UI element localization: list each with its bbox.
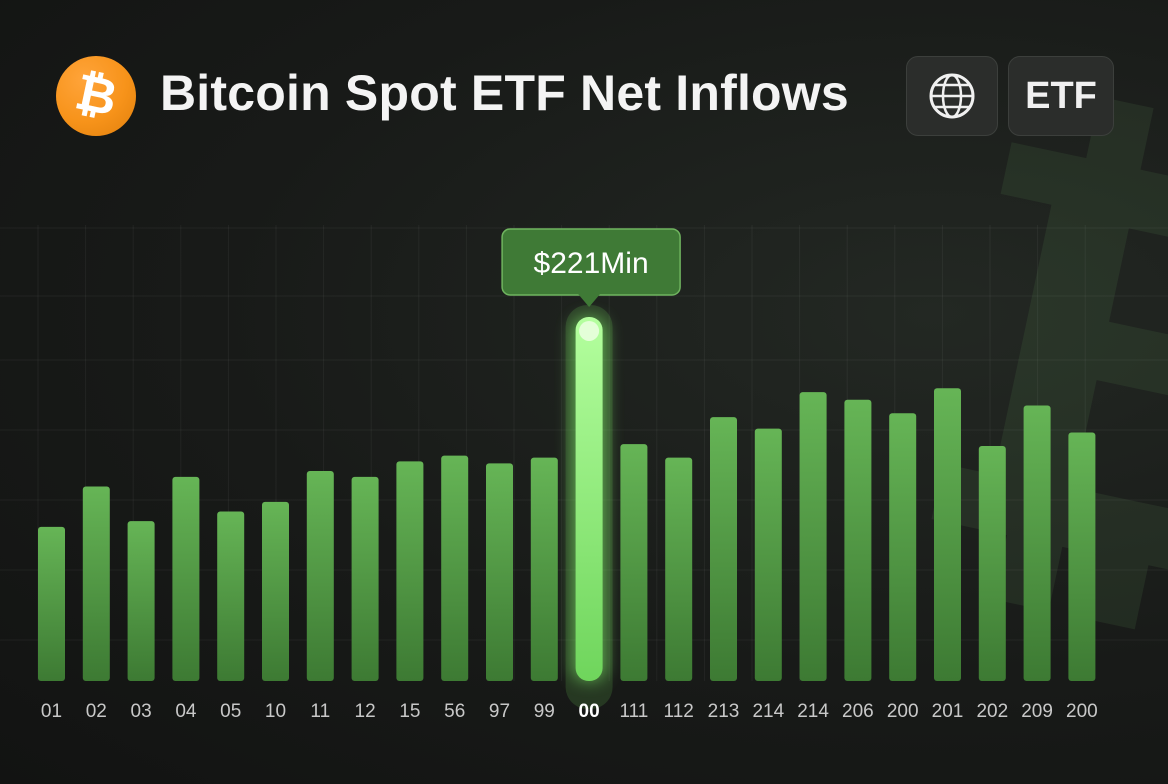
x-tick-label: 05 [220,701,241,722]
bar[interactable] [396,461,424,681]
x-axis-ticks: 01 02 03 04 05 10 11 12 15 56 97 99 00 111 112 213 214 21… [41,701,1098,722]
x-tick-label: 03 [131,701,152,722]
bar[interactable] [82,486,110,681]
x-tick-label: 01 [41,701,62,722]
x-tick-label: 99 [534,701,555,722]
x-tick-label: 111 [619,701,648,722]
x-tick-label: 214 [752,701,784,722]
bar[interactable] [710,417,737,681]
x-tick-label: 200 [1066,701,1098,722]
highlight-point [579,320,600,341]
chart-header: ₿ Bitcoin Spot ETF Net Inflows ETF [54,54,1114,136]
bar[interactable] [530,457,558,681]
bar[interactable] [306,471,334,681]
x-tick-label: 201 [932,701,964,722]
bar[interactable] [262,501,289,681]
x-tick-label: 200 [887,701,919,722]
x-tick-label: 112 [664,701,694,722]
x-tick-label: 02 [86,701,107,722]
bar[interactable] [978,446,1006,681]
bar[interactable] [799,392,827,681]
bar[interactable] [754,428,782,681]
bar[interactable] [217,511,245,681]
page-title: Bitcoin Spot ETF Net Inflows [160,65,849,121]
x-tick-label: 11 [310,701,330,722]
bar[interactable] [1023,405,1051,681]
globe-icon [929,73,975,119]
bar[interactable] [889,413,917,681]
bar[interactable] [486,463,513,681]
bar[interactable] [351,476,379,681]
x-tick-label: 97 [489,701,510,722]
x-tick-label: 56 [444,701,465,722]
x-tick-label: 12 [355,701,376,722]
bar[interactable] [38,526,65,681]
bar[interactable] [1068,432,1096,681]
bar[interactable] [127,521,155,681]
x-tick-label: 209 [1021,701,1053,722]
x-tick-label: 15 [399,701,420,722]
x-tick-label: 202 [976,701,1008,722]
chart-bars [38,304,1096,709]
bar[interactable] [844,399,872,681]
globe-button[interactable] [906,56,998,136]
x-tick-label: 00 [579,701,600,722]
tooltip-value-label: $221Min [534,247,649,280]
bar[interactable] [620,444,648,681]
highlight-tooltip: $221Min [501,228,681,307]
bitcoin-logo-icon: ₿ [56,56,136,136]
etf-button[interactable]: ETF [1008,56,1114,136]
x-tick-label: 10 [265,701,286,722]
x-tick-label: 213 [708,701,740,722]
bar[interactable] [441,455,469,681]
bar[interactable] [172,476,200,681]
bar[interactable] [665,457,693,681]
bar[interactable] [934,388,961,681]
bar-highlighted[interactable] [575,316,603,681]
bitcoin-logo-symbol: ₿ [70,62,122,128]
x-tick-label: 04 [175,701,197,722]
x-tick-label: 206 [842,701,874,722]
tooltip-arrow [578,293,601,307]
x-tick-label: 214 [797,701,829,722]
